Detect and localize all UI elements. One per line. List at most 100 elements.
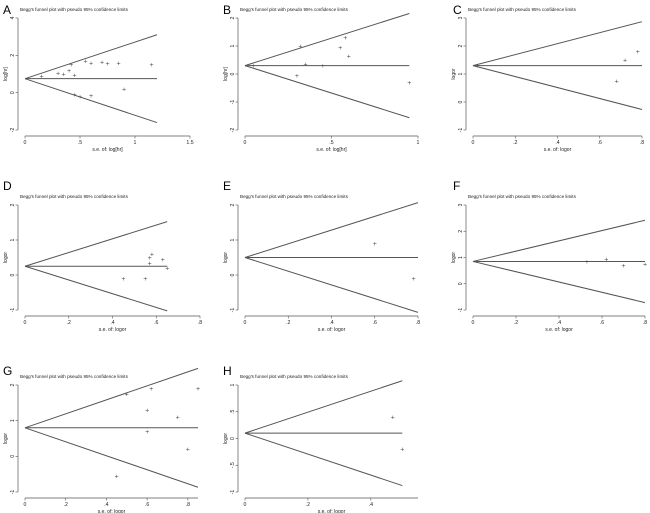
y-tick-label: 1: [230, 383, 236, 386]
study-point: +: [303, 62, 308, 68]
study-point: +: [39, 74, 44, 80]
y-axis-label: logor: [451, 252, 457, 263]
upper-confidence-limit: [24, 221, 168, 267]
y-tick-label: 0: [230, 273, 236, 276]
x-tick-label: .6: [598, 140, 602, 146]
funnel-panel-b: B Begg's funnel plot with pseudo 95% conf…: [223, 3, 420, 153]
study-point: +: [186, 447, 191, 453]
study-point: +: [614, 79, 619, 85]
lower-confidence-limit: [24, 265, 168, 312]
x-tick-label: .5: [78, 140, 82, 146]
x-axis-label: s.e. of: logor: [545, 327, 573, 333]
y-tick-label: 2: [10, 203, 16, 206]
y-tick-label: .5: [230, 409, 236, 413]
x-tick-label: 1: [134, 140, 137, 146]
y-tick-label: 3: [458, 16, 464, 19]
x-tick-label: .6: [600, 320, 604, 326]
upper-confidence-limit: [24, 367, 199, 429]
x-tick-label: .2: [514, 320, 518, 326]
funnel-panel-h: H Begg's funnel plot with pseudo 95% conf…: [223, 364, 418, 513]
study-point: +: [196, 387, 201, 393]
y-tick-label: 0: [458, 282, 464, 285]
x-axis-label: s.e. of: logor: [98, 509, 126, 513]
study-point: +: [116, 61, 121, 67]
upper-confidence-limit: [244, 12, 410, 67]
y-tick-label: 3: [458, 203, 464, 206]
x-tick-label: .6: [145, 502, 149, 508]
y-axis-label: logor: [451, 68, 457, 79]
study-point: +: [145, 408, 150, 414]
y-tick-label: 2: [458, 230, 464, 233]
x-tick-label: .5: [329, 140, 333, 146]
study-point: +: [475, 64, 480, 70]
y-tick-label: -1: [458, 308, 464, 313]
x-tick-label: .2: [306, 502, 310, 508]
study-point: +: [372, 242, 377, 248]
panel-letter: D: [3, 179, 12, 193]
study-point: +: [411, 277, 416, 283]
study-point: +: [149, 387, 154, 393]
study-point: +: [175, 415, 180, 421]
y-tick-label: 0: [10, 273, 16, 276]
y-tick-label: 2: [458, 44, 464, 47]
upper-confidence-limit: [24, 34, 158, 80]
lower-confidence-limit: [244, 257, 419, 313]
study-point: +: [69, 63, 74, 69]
study-point: +: [122, 87, 127, 93]
panel-letter: F: [453, 179, 460, 193]
y-tick-label: -1: [10, 490, 16, 495]
x-axis-label: s.e. of: logor: [544, 147, 572, 153]
x-tick-label: .4: [555, 140, 559, 146]
y-tick-label: -.5: [230, 462, 236, 468]
x-tick-label: .2: [67, 320, 71, 326]
y-tick-label: -2: [10, 128, 16, 133]
study-point: +: [321, 64, 326, 70]
study-point: +: [124, 392, 129, 398]
y-axis-label: logor: [223, 252, 229, 263]
x-tick-label: .4: [104, 502, 108, 508]
panel-letter: A: [3, 3, 11, 17]
x-tick-label: 0: [472, 320, 475, 326]
chart-title: Begg's funnel plot with pseudo 95% confi…: [240, 7, 349, 12]
x-tick-label: 0: [24, 140, 27, 146]
x-axis-label: s.e. of: log[hr]: [92, 147, 123, 153]
study-point: +: [89, 61, 94, 67]
y-tick-label: 1: [10, 419, 16, 422]
y-axis-label: logor: [3, 433, 9, 444]
study-point: +: [623, 58, 628, 64]
study-point: +: [161, 257, 166, 263]
study-point: +: [121, 277, 126, 283]
x-tick-label: .4: [369, 502, 373, 508]
x-tick-label: .6: [154, 320, 158, 326]
x-tick-label: .8: [198, 320, 202, 326]
x-tick-label: 0: [24, 320, 27, 326]
x-tick-label: .4: [110, 320, 114, 326]
study-point: +: [61, 72, 66, 78]
panel-letter: G: [3, 364, 12, 378]
y-axis-label: log[hr]: [3, 66, 9, 81]
y-tick-label: 0: [10, 455, 16, 458]
study-point: +: [147, 256, 152, 262]
y-tick-label: 1: [458, 72, 464, 75]
study-point: +: [143, 277, 148, 283]
x-tick-label: 0: [244, 320, 247, 326]
study-point: +: [165, 266, 170, 272]
y-axis-label: logor: [3, 252, 9, 263]
panel-letter: B: [223, 3, 231, 17]
x-tick-label: 1.5: [186, 140, 193, 146]
study-point: +: [295, 73, 300, 79]
panel-letter: C: [453, 3, 462, 17]
x-axis-label: s.e. of: log[hr]: [316, 147, 347, 153]
panel-letter: E: [223, 179, 231, 193]
x-tick-label: 1: [417, 140, 420, 146]
funnel-panel-f: F Begg's funnel plot with pseudo 95% conf…: [451, 179, 648, 333]
y-tick-label: 0: [458, 100, 464, 103]
lower-confidence-limit: [472, 260, 646, 304]
lower-confidence-limit: [24, 78, 158, 124]
study-point: +: [346, 54, 351, 60]
y-axis-label: logor: [223, 433, 229, 444]
x-tick-label: 0: [244, 502, 247, 508]
upper-confidence-limit: [472, 21, 643, 67]
lower-confidence-limit: [244, 65, 410, 119]
